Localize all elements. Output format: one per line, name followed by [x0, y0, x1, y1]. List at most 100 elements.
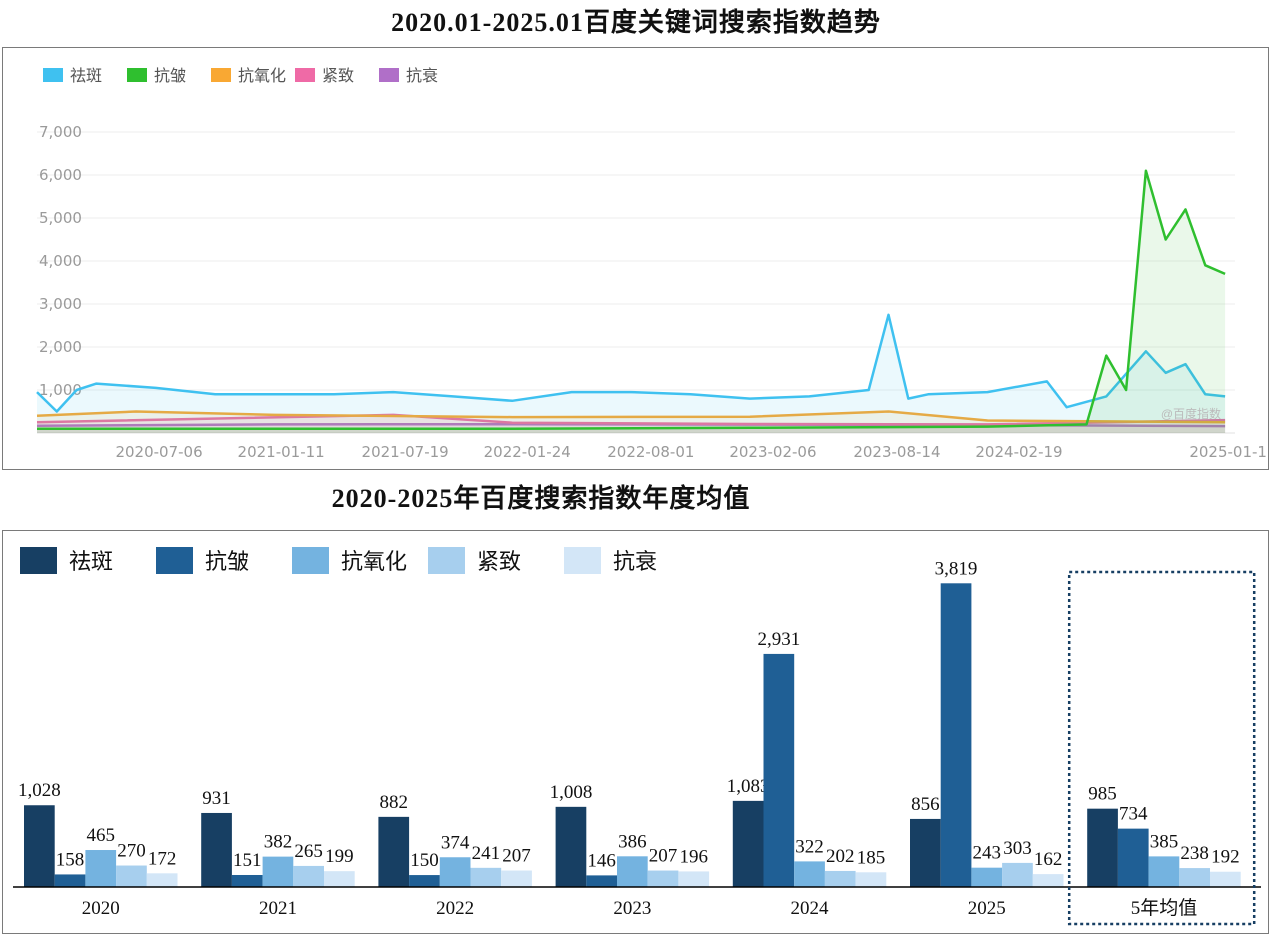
legend-swatch-5 — [564, 547, 601, 574]
legend-label-3: 抗氧化 — [238, 66, 286, 85]
bar-2020-紧致 — [116, 865, 147, 887]
data-label-2020-紧致: 270 — [117, 841, 146, 862]
data-label-2023-抗皱: 146 — [587, 850, 616, 871]
x-tick-label-9: 2025-01-13 — [1189, 443, 1267, 461]
bar-chart-panel: 祛斑 抗皱 抗氧化 紧致 抗衰 1,028 158 465 270 172 2020 931 151 38… — [2, 530, 1269, 934]
bar-5年均值-抗皱 — [1117, 828, 1149, 887]
data-label-2025-祛斑: 856 — [911, 794, 940, 815]
data-label-2023-抗衰: 196 — [680, 846, 709, 867]
line-chart-panel: 祛斑 抗皱 抗氧化 紧致 抗衰 1,000 2,000 3,000 4,000 5,000 6,00… — [2, 47, 1269, 470]
data-label-2020-祛斑: 1,028 — [18, 780, 61, 801]
bar-2022-紧致 — [470, 867, 502, 887]
series-line-3 — [36, 410, 1226, 424]
data-label-2020-抗衰: 172 — [148, 848, 177, 869]
y-tick-label-3: 3,000 — [39, 295, 82, 313]
bar-2024-抗皱 — [763, 653, 795, 887]
x-tick-label-6: 2023-02-06 — [729, 443, 816, 461]
bar-2023-抗皱 — [586, 875, 617, 887]
bar-2020-抗皱 — [54, 874, 86, 887]
legend-label-2: 抗皱 — [205, 550, 249, 575]
bar-2025-抗皱 — [940, 583, 972, 887]
data-label-2021-抗衰: 199 — [325, 846, 354, 867]
bar-5年均值-抗衰 — [1210, 871, 1241, 887]
y-tick-label-2: 2,000 — [39, 338, 82, 356]
data-label-2021-祛斑: 931 — [202, 788, 231, 809]
highlight-box-five-year-average — [1067, 570, 1256, 926]
data-label-5年均值-抗衰: 192 — [1211, 847, 1240, 868]
bar-5年均值-紧致 — [1179, 868, 1210, 887]
bar-2022-祛斑 — [378, 816, 410, 887]
category-label-1: 2020 — [82, 898, 120, 919]
series-area-2 — [37, 170, 1226, 433]
data-label-2022-祛斑: 882 — [380, 792, 409, 813]
y-tick-label-7: 7,000 — [39, 123, 82, 141]
legend-label-1: 祛斑 — [70, 66, 102, 85]
data-label-2025-紧致: 303 — [1003, 838, 1032, 859]
data-label-2024-抗衰: 185 — [857, 847, 886, 868]
data-label-2023-祛斑: 1,008 — [550, 782, 593, 803]
bar-2023-祛斑 — [555, 806, 587, 887]
data-label-5年均值-祛斑: 985 — [1088, 784, 1117, 805]
bar-chart-title: 2020-2025年百度搜索指数年度均值 — [331, 484, 751, 513]
category-label-3: 2022 — [436, 898, 474, 919]
data-label-2025-抗皱: 3,819 — [935, 558, 978, 579]
y-tick-label-4: 4,000 — [39, 252, 82, 270]
bar-2023-抗衰 — [678, 871, 710, 887]
bar-2021-紧致 — [293, 865, 324, 887]
category-label-4: 2023 — [613, 898, 651, 919]
legend-swatch-5 — [379, 68, 399, 82]
data-label-2024-祛斑: 1,083 — [727, 776, 770, 797]
bar-5年均值-祛斑 — [1087, 808, 1118, 887]
x-tick-label-5: 2022-08-01 — [607, 443, 694, 461]
bar-2020-抗衰 — [146, 873, 178, 887]
legend-swatch-3 — [211, 68, 231, 82]
data-label-2022-抗皱: 150 — [410, 850, 439, 871]
series-area-1 — [37, 314, 1226, 433]
data-label-2024-抗皱: 2,931 — [757, 629, 800, 650]
line-chart-svg: 祛斑 抗皱 抗氧化 紧致 抗衰1,0002,0003,0004,0005,0006,00… — [36, 66, 1267, 461]
legend-label-1: 祛斑 — [69, 550, 113, 575]
data-label-2023-抗氧化: 386 — [618, 831, 647, 852]
legend-swatch-3 — [292, 547, 329, 574]
x-tick-label-4: 2022-01-24 — [484, 443, 571, 461]
legend-swatch-1 — [43, 68, 63, 82]
data-label-2022-抗衰: 207 — [502, 846, 531, 867]
data-label-2023-紧致: 207 — [649, 846, 678, 867]
legend-label-4: 紧致 — [322, 66, 354, 85]
bar-2021-抗衰 — [324, 871, 355, 887]
legend-swatch-2 — [127, 68, 147, 82]
data-label-5年均值-抗皱: 734 — [1119, 804, 1148, 825]
x-tick-label-3: 2021-07-19 — [362, 443, 449, 461]
x-tick-label-8: 2024-02-19 — [975, 443, 1062, 461]
legend-label-5: 抗衰 — [613, 550, 657, 575]
x-tick-label-1: 2020-07-06 — [115, 443, 202, 461]
bar-2025-抗氧化 — [971, 867, 1003, 887]
baidu-watermark: @百度指数 — [1161, 406, 1221, 421]
data-label-2020-抗氧化: 465 — [87, 825, 116, 846]
category-label-7: 5年均值 — [1131, 897, 1198, 919]
data-label-2021-抗氧化: 382 — [264, 832, 293, 853]
bar-2025-祛斑 — [910, 818, 941, 887]
category-label-6: 2025 — [968, 898, 1006, 919]
data-label-5年均值-紧致: 238 — [1180, 843, 1209, 864]
bar-2022-抗皱 — [409, 875, 440, 887]
data-label-2022-紧致: 241 — [472, 843, 501, 864]
legend-swatch-4 — [428, 547, 465, 574]
y-tick-label-6: 6,000 — [39, 166, 82, 184]
bar-2021-抗皱 — [231, 874, 263, 887]
category-label-5: 2024 — [791, 898, 830, 919]
bar-2022-抗衰 — [501, 870, 532, 887]
legend-label-4: 紧致 — [477, 550, 521, 575]
bar-2025-紧致 — [1002, 862, 1033, 887]
bar-2024-祛斑 — [732, 800, 764, 887]
data-label-2021-紧致: 265 — [294, 841, 323, 862]
data-label-2025-抗衰: 162 — [1034, 849, 1063, 870]
data-label-2020-抗皱: 158 — [56, 849, 85, 870]
data-label-2021-抗皱: 151 — [233, 850, 262, 871]
line-chart-title: 2020.01-2025.01百度关键词搜索指数趋势 — [391, 8, 881, 37]
data-label-2024-抗氧化: 322 — [795, 836, 824, 857]
bar-2024-抗氧化 — [794, 861, 825, 887]
data-label-2022-抗氧化: 374 — [441, 832, 470, 853]
data-label-5年均值-抗氧化: 385 — [1150, 831, 1179, 852]
